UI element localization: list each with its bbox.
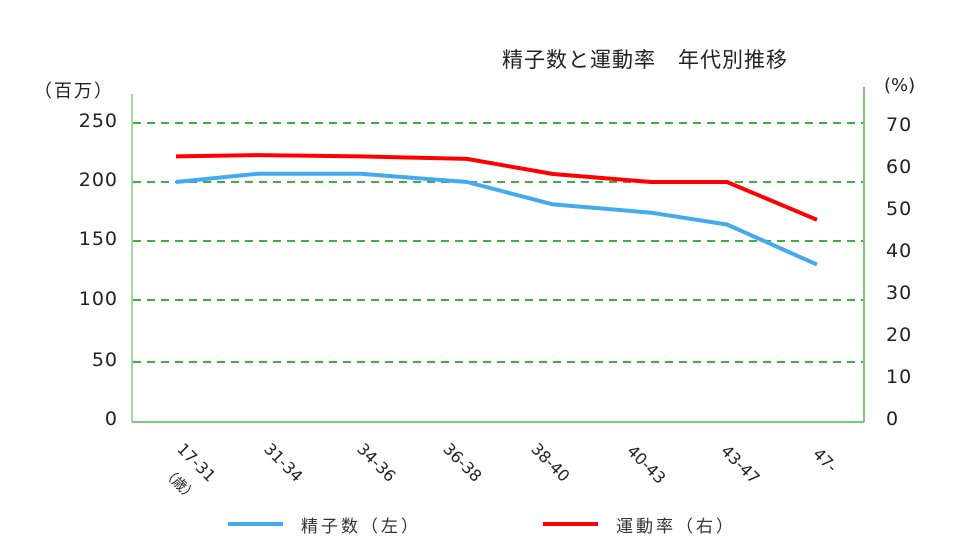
left-y-tick: 50 [91,349,118,371]
right-y-tick: 60 [886,156,913,178]
left-axis-unit: （百万） [34,81,114,102]
left-y-tick: 150 [78,228,118,250]
left-y-tick: 0 [104,408,118,430]
right-y-tick: 10 [886,366,913,388]
series-line-sperm-count [175,171,818,267]
legend-label: 運動率（右） [616,516,736,537]
right-y-tick: 30 [886,282,913,304]
right-y-tick: 0 [886,408,900,430]
legend-item-motility: 運動率（右） [543,512,736,537]
right-y-tick: 40 [886,240,913,262]
right-axis-unit: (%) [884,75,916,96]
left-y-tick: 200 [78,169,118,191]
left-y-tick: 250 [78,110,118,132]
gridlines [133,122,863,363]
legend-label: 精子数（左） [301,516,421,537]
left-y-tick: 100 [78,288,118,310]
legend-item-sperm-count: 精子数（左） [228,512,421,537]
legend-swatch-blue [228,522,283,526]
chart-title: 精子数と運動率 年代別推移 [502,48,788,72]
legend-swatch-red [543,522,598,526]
series-line-motility [175,153,818,222]
right-y-tick: 20 [886,324,913,346]
right-y-tick: 50 [886,198,913,220]
legend: 精子数（左） 運動率（右） [0,512,960,537]
right-y-tick: 70 [886,114,913,136]
